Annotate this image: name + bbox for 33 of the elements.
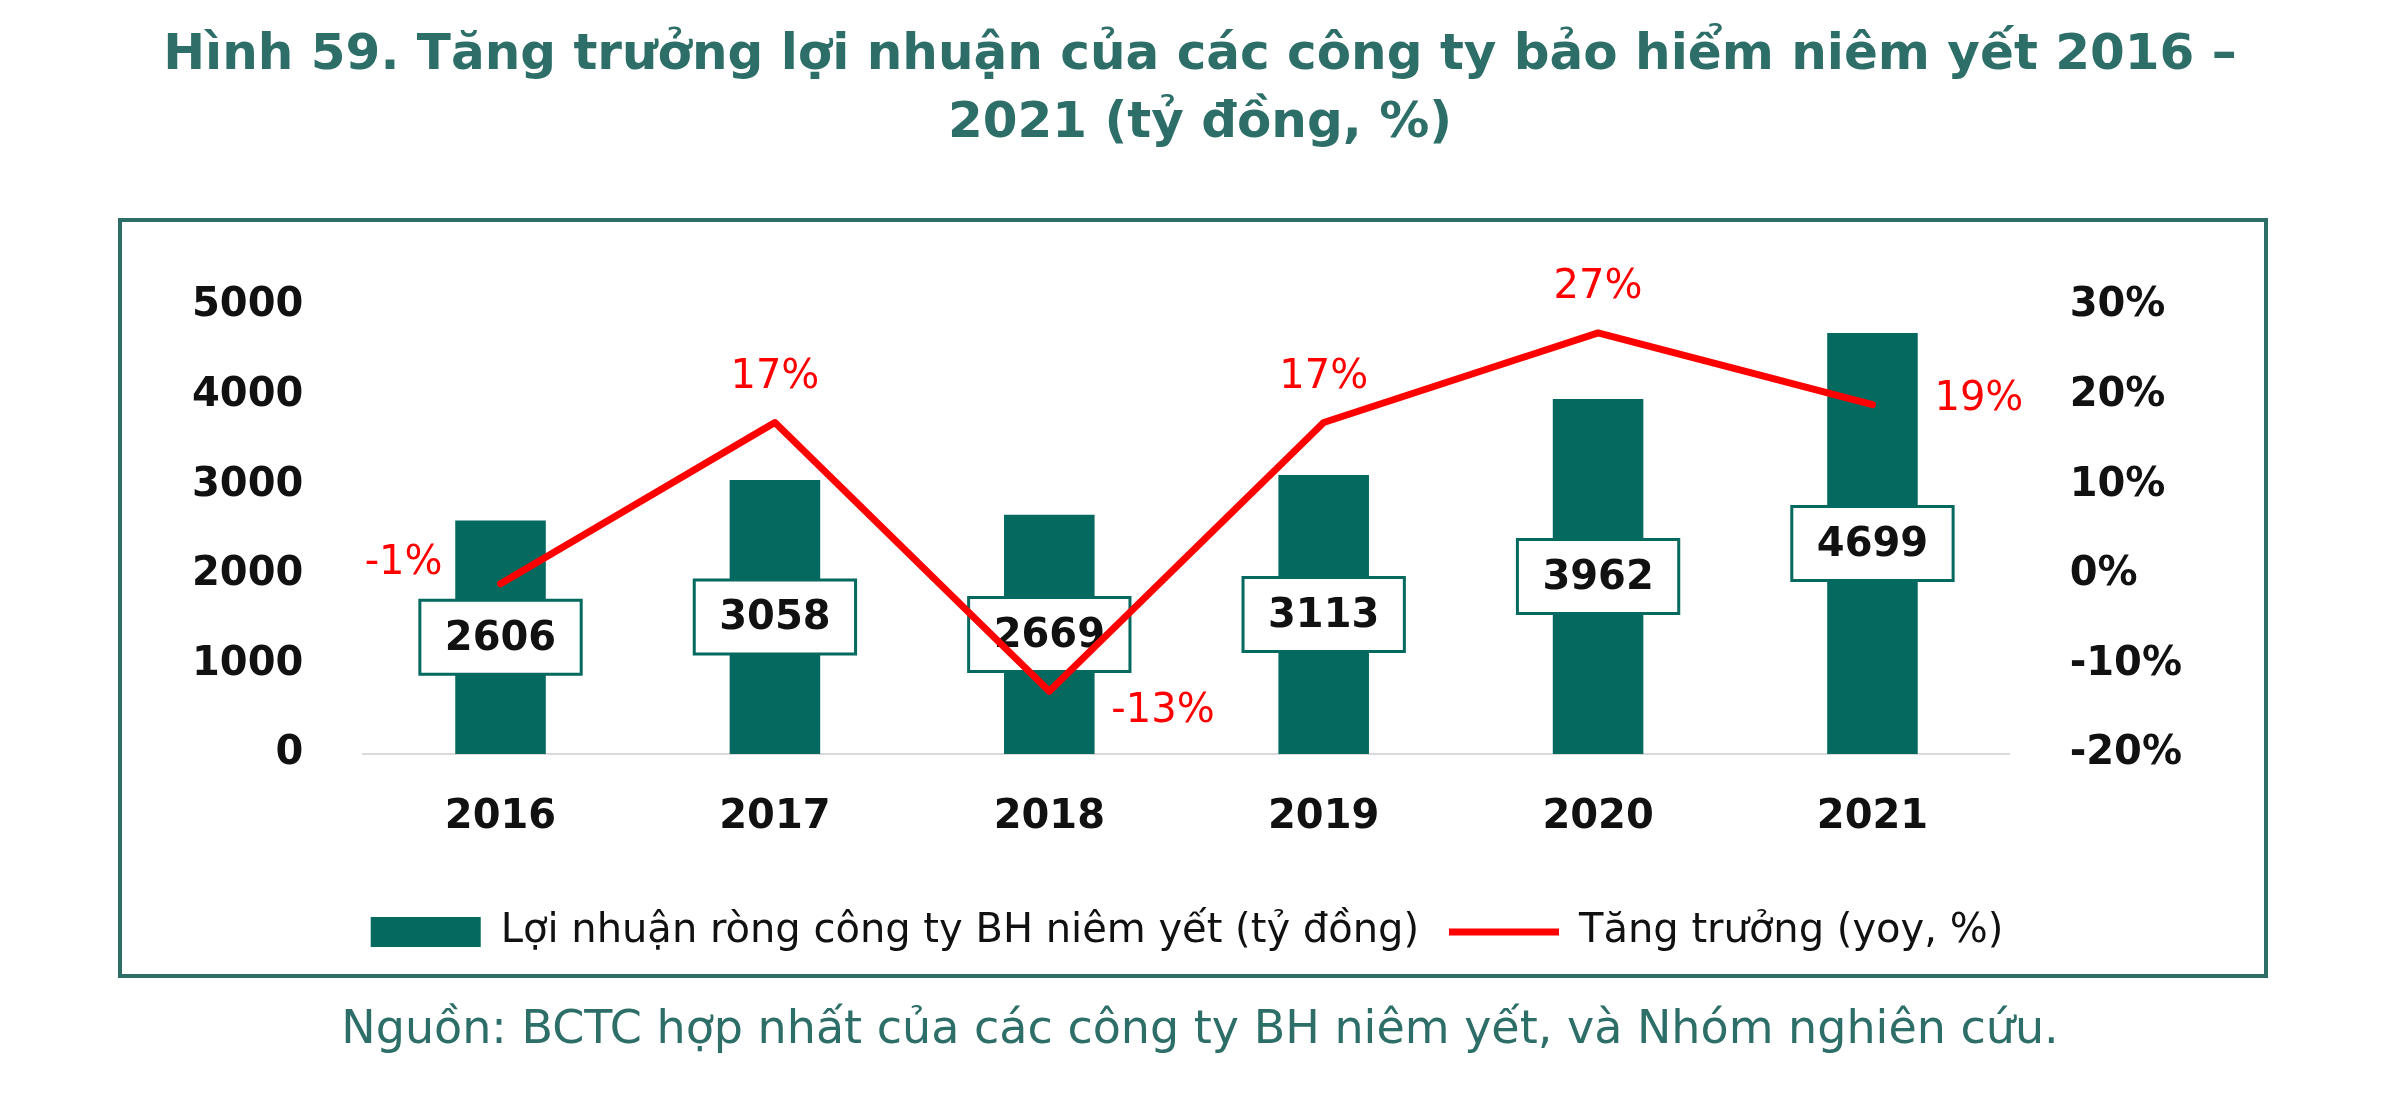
y-tick-label: 3000	[192, 458, 304, 505]
data-label: 3962	[1542, 551, 1654, 598]
data-label: 17%	[1279, 350, 1369, 397]
data-label: 3113	[1268, 589, 1380, 636]
data-label: -1%	[364, 537, 443, 584]
x-tick-label: 2021	[1816, 791, 1929, 838]
y2-tick-label: 30%	[2069, 279, 2166, 326]
data-label: 4699	[1816, 518, 1929, 565]
y2-tick-label: 20%	[2069, 368, 2166, 415]
data-label: 3058	[719, 592, 831, 639]
legend-label: Lợi nhuận ròng công ty BH niêm yết (tỷ đồng)	[500, 905, 1419, 952]
y2-tick-label: -10%	[2069, 637, 2182, 684]
chart-title: Hình 59. Tăng trưởng lợi nhuận của các công ty bảo hiểm niêm yết 2016 – 2021 (tỷ đồng, %)	[162, 22, 2238, 151]
y2-tick-label: -20%	[2069, 727, 2182, 774]
text: Nguồn: BCTC hợp nhất của các công ty BH niêm yết, và Nhóm nghiên cứu.	[340, 1000, 2060, 1054]
x-tick-label: 2017	[719, 791, 831, 838]
y-tick-label: 1000	[192, 637, 304, 684]
x-tick-label: 2016	[444, 791, 557, 838]
data-label: 27%	[1553, 261, 1643, 308]
data-label: 19%	[1934, 372, 2024, 419]
x-tick-label: 2018	[993, 791, 1105, 838]
data-label: 2606	[444, 612, 557, 659]
x-tick-label: 2019	[1268, 791, 1380, 838]
y-tick-label: 0	[275, 727, 304, 774]
y2-tick-label: 0%	[2069, 548, 2138, 595]
y-tick-label: 4000	[192, 368, 304, 415]
data-label: 17%	[730, 350, 820, 397]
data-label: -13%	[1111, 684, 1215, 731]
legend-label: Tăng trưởng (yoy, %)	[1577, 905, 2004, 952]
y-tick-label: 5000	[192, 279, 304, 326]
x-tick-label: 2020	[1542, 791, 1654, 838]
y-tick-label: 2000	[192, 548, 304, 595]
y2-tick-label: 10%	[2069, 458, 2166, 505]
